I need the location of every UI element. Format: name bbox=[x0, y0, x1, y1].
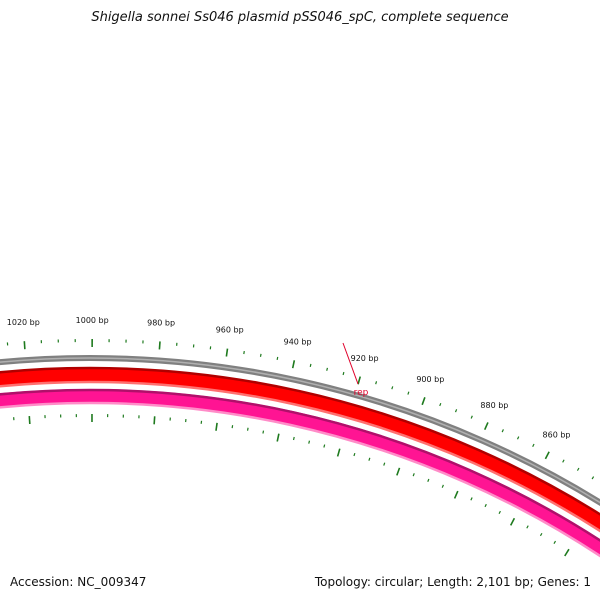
outer-minor-tick bbox=[454, 409, 458, 413]
inner-minor-tick bbox=[292, 436, 295, 441]
inner-minor-tick bbox=[262, 430, 265, 434]
outer-major-tick bbox=[23, 341, 26, 350]
inner-major-tick bbox=[396, 467, 401, 476]
rep-leader-line bbox=[342, 342, 359, 385]
outer-minor-tick bbox=[326, 367, 329, 371]
inner-minor-tick bbox=[427, 478, 430, 482]
backbone-highlight bbox=[0, 357, 600, 504]
outer-ticks-layer bbox=[6, 339, 595, 480]
inner-minor-tick bbox=[539, 532, 543, 537]
tick-label: 900 bp bbox=[416, 375, 444, 384]
reverse-track-inner-shade bbox=[0, 401, 600, 558]
inner-major-tick bbox=[453, 490, 459, 499]
sequence-summary: Topology: circular; Length: 2,101 bp; Ge… bbox=[314, 575, 591, 589]
inner-major-tick bbox=[564, 548, 570, 557]
outer-major-tick bbox=[158, 341, 161, 350]
map-title: Shigella sonnei Ss046 plasmid pSS046_spC… bbox=[91, 10, 509, 25]
accession-text: Accession: NC_009347 bbox=[10, 575, 147, 589]
inner-major-tick bbox=[276, 433, 280, 442]
outer-minor-tick bbox=[342, 371, 345, 376]
outer-minor-tick bbox=[591, 476, 595, 480]
outer-minor-tick bbox=[562, 459, 565, 463]
tick-label: 980 bp bbox=[147, 319, 175, 328]
reverse-track-outer-shade bbox=[0, 388, 600, 542]
outer-major-tick bbox=[225, 348, 229, 357]
tick-label: 880 bp bbox=[480, 401, 508, 410]
inner-minor-tick bbox=[412, 473, 415, 477]
inner-major-tick bbox=[153, 416, 156, 425]
tick-label: 940 bp bbox=[284, 338, 312, 347]
inner-minor-tick bbox=[498, 510, 501, 515]
tick-label: 860 bp bbox=[543, 431, 571, 440]
outer-minor-tick bbox=[532, 443, 535, 447]
inner-minor-tick bbox=[246, 427, 249, 431]
tracks-layer bbox=[0, 355, 600, 558]
inner-major-tick bbox=[509, 517, 516, 526]
outer-minor-tick bbox=[391, 386, 394, 390]
inner-minor-tick bbox=[308, 440, 311, 444]
outer-minor-tick bbox=[470, 415, 473, 419]
outer-minor-tick bbox=[439, 402, 442, 407]
outer-minor-tick bbox=[407, 391, 410, 395]
tick-label: 1000 bp bbox=[76, 316, 109, 325]
inner-minor-tick bbox=[323, 444, 326, 448]
inner-minor-tick bbox=[484, 503, 487, 508]
outer-minor-tick bbox=[576, 467, 580, 471]
inner-minor-tick bbox=[441, 484, 444, 488]
inner-minor-tick bbox=[368, 457, 371, 461]
backbone-ring bbox=[0, 355, 600, 507]
outer-minor-tick bbox=[259, 353, 262, 357]
outer-minor-tick bbox=[276, 356, 279, 360]
outer-minor-tick bbox=[309, 363, 312, 367]
outer-minor-tick bbox=[516, 436, 520, 440]
forward-gene-track bbox=[0, 367, 600, 532]
outer-major-tick bbox=[291, 360, 296, 369]
reverse-gene-track bbox=[0, 389, 600, 556]
inner-minor-tick bbox=[553, 540, 557, 544]
inner-ticks-layer bbox=[13, 414, 570, 557]
inner-minor-tick bbox=[470, 497, 473, 501]
forward-track-inner-shade bbox=[0, 380, 600, 533]
inner-major-tick bbox=[28, 415, 31, 425]
outer-major-tick bbox=[483, 422, 489, 431]
outer-minor-tick bbox=[501, 429, 504, 433]
tick-labels-layer: 1020 bp 1000 bp 980 bp 960 bp 940 bp 920 bp 90… bbox=[7, 316, 571, 440]
features-layer: rep bbox=[342, 342, 369, 398]
outer-major-tick bbox=[544, 451, 550, 460]
inner-minor-tick bbox=[353, 452, 356, 457]
tick-label: 1020 bp bbox=[7, 318, 40, 327]
inner-major-tick bbox=[336, 448, 341, 457]
outer-major-tick bbox=[421, 397, 426, 406]
tick-label: 920 bp bbox=[351, 354, 379, 363]
inner-major-tick bbox=[215, 422, 218, 431]
inner-minor-tick bbox=[526, 525, 529, 529]
rep-gene-label: rep bbox=[354, 388, 369, 398]
outer-minor-tick bbox=[375, 381, 378, 385]
forward-track-outer-shade bbox=[0, 366, 600, 516]
outer-major-tick bbox=[357, 376, 362, 385]
tick-label: 960 bp bbox=[216, 326, 244, 335]
inner-minor-tick bbox=[383, 462, 386, 466]
